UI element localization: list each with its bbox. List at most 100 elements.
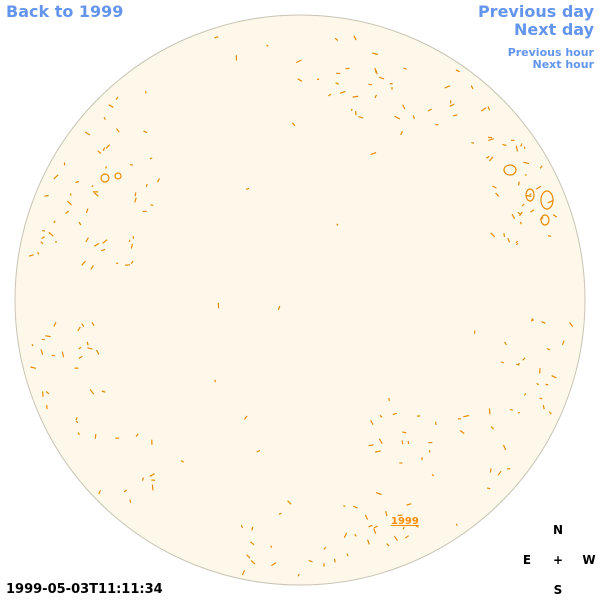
contour-speck: [470, 85, 474, 90]
contour-speck: [412, 115, 415, 119]
next-hour-link[interactable]: Next hour: [532, 58, 595, 71]
contour-speck: [524, 173, 527, 176]
contour-speck: [115, 128, 120, 133]
contour-speck: [507, 237, 511, 243]
contour-speck: [455, 523, 458, 526]
contour-speck: [296, 59, 302, 64]
contour-speck: [403, 67, 407, 70]
contour-speck: [402, 526, 405, 530]
contour-speck: [90, 265, 94, 270]
contour-speck: [546, 347, 551, 351]
contour-speck: [150, 204, 154, 206]
contour-speck: [497, 470, 502, 476]
contour-speck: [45, 391, 50, 395]
contour-speck: [517, 362, 520, 366]
contour-speck: [102, 147, 106, 152]
contour-loop: [540, 190, 554, 210]
contour-speck: [346, 553, 349, 557]
previous-day-link[interactable]: Previous day: [477, 2, 594, 21]
contour-speck: [53, 322, 57, 327]
contour-speck: [486, 155, 490, 159]
contour-speck: [297, 573, 300, 577]
contour-speck: [370, 420, 374, 425]
contour-speck: [149, 157, 153, 160]
contour-speck: [488, 138, 494, 141]
contour-speck: [251, 526, 254, 531]
contour-speck: [515, 240, 518, 244]
contour-speck: [28, 254, 34, 257]
contour-speck: [53, 220, 56, 224]
contour-speck: [156, 178, 161, 183]
contour-speck: [241, 569, 246, 576]
previous-hour-link[interactable]: Previous hour: [507, 46, 594, 59]
contour-speck: [102, 239, 108, 244]
contour-speck: [323, 546, 327, 550]
contour-speck: [368, 444, 374, 447]
contour-speck: [41, 236, 45, 240]
compass-east: E: [522, 553, 532, 567]
contour-speck: [368, 83, 373, 86]
compass-north: N: [552, 523, 564, 537]
contour-speck: [541, 321, 546, 324]
contour-speck: [353, 35, 357, 41]
contour-speck: [503, 233, 506, 237]
contour-speck: [291, 122, 296, 127]
contour-speck: [145, 183, 148, 188]
contour-speck: [214, 36, 219, 39]
contour-speck: [108, 104, 114, 108]
contour-speck: [40, 241, 44, 245]
contour-loop: [540, 214, 550, 226]
contour-speck: [539, 165, 543, 169]
contour-speck: [431, 473, 435, 477]
contour-speck: [522, 357, 526, 361]
contour-speck: [502, 444, 507, 451]
contour-speck: [86, 341, 89, 346]
contour-speck: [278, 512, 282, 515]
contour-speck: [77, 432, 81, 436]
solar-disk: [14, 14, 586, 586]
contour-speck: [495, 192, 500, 197]
contour-speck: [77, 326, 81, 332]
contour-speck: [406, 503, 412, 506]
contour-loop: [503, 164, 517, 176]
contour-speck: [526, 194, 532, 197]
contour-speck: [130, 243, 133, 249]
contour-speck: [53, 174, 59, 180]
contour-speck: [402, 431, 407, 434]
contour-speck: [65, 210, 70, 215]
contour-speck: [97, 150, 102, 154]
contour-speck: [316, 78, 320, 81]
contour-speck: [44, 194, 49, 197]
contour-speck: [85, 237, 89, 243]
next-day-link[interactable]: Next day: [514, 20, 594, 39]
contour-speck: [551, 375, 557, 379]
back-to-year-link[interactable]: Back to 1999: [6, 2, 124, 21]
contour-speck: [336, 223, 339, 226]
contour-speck: [333, 558, 336, 563]
contour-speck: [350, 108, 353, 111]
contour-speck: [547, 200, 554, 204]
contour-speck: [277, 305, 281, 311]
compass-south: S: [553, 583, 563, 597]
contour-speck: [368, 524, 373, 528]
contour-speck: [404, 535, 409, 539]
contour-speck: [530, 319, 535, 322]
contour-speck: [364, 514, 369, 520]
contour-speck: [489, 468, 492, 473]
contour-speck: [385, 510, 388, 517]
contour-speck: [31, 343, 34, 347]
contour-speck: [455, 69, 460, 73]
contour-speck: [343, 505, 346, 507]
contour-speck: [428, 449, 431, 453]
contour-speck: [539, 397, 543, 400]
contour-speck: [414, 524, 419, 528]
contour-speck: [115, 96, 119, 100]
contour-speck: [46, 404, 48, 410]
contour-speck: [95, 349, 100, 355]
contour-speck: [249, 541, 255, 546]
contour-speck: [449, 103, 455, 107]
year-link[interactable]: 1999: [391, 516, 419, 527]
contour-speck: [452, 114, 458, 117]
contour-speck: [535, 185, 542, 190]
